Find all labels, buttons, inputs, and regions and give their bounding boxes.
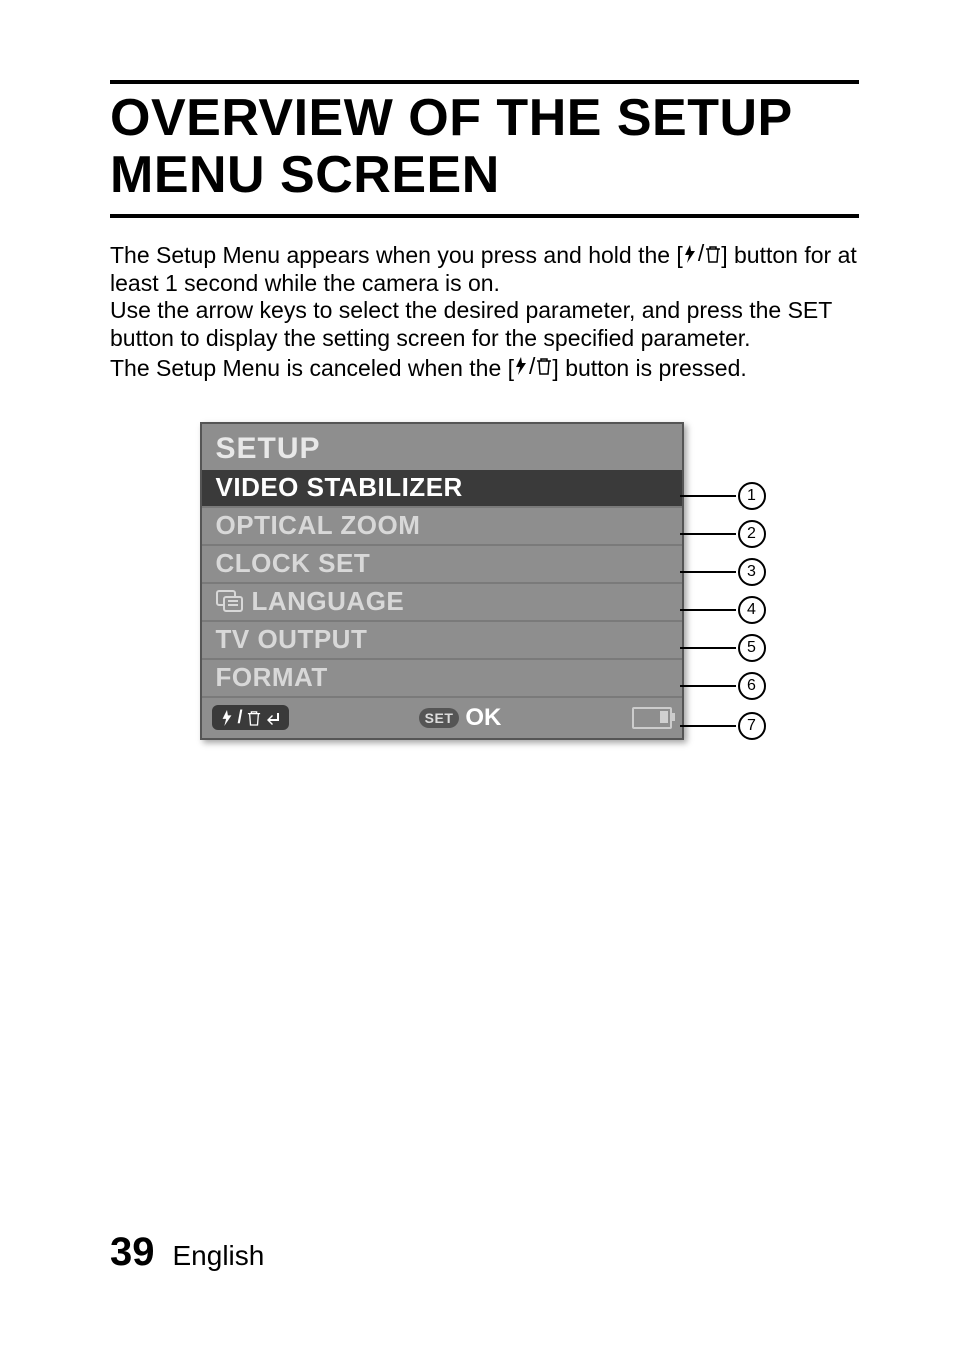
paragraph-2: Use the arrow keys to select the desired… bbox=[110, 297, 859, 352]
menu-item-label: TV OUTPUT bbox=[216, 624, 368, 655]
p3b: ] button is pressed. bbox=[552, 354, 746, 380]
callout-num: 7 bbox=[738, 712, 766, 740]
callout-5: 5 bbox=[680, 634, 766, 662]
callout-num: 2 bbox=[738, 520, 766, 548]
footer-back-badge[interactable]: / bbox=[212, 705, 289, 730]
menu-item-label: VIDEO STABILIZER bbox=[216, 472, 463, 503]
flash-icon bbox=[220, 710, 234, 726]
page-title: OVERVIEW OF THE SETUP MENU SCREEN bbox=[110, 90, 859, 204]
callout-1: 1 bbox=[680, 482, 766, 510]
flash-trash-icon-2: / bbox=[514, 353, 552, 381]
page-footer: 39 English bbox=[110, 1230, 264, 1275]
menu-item-label: OPTICAL ZOOM bbox=[216, 510, 421, 541]
top-rule bbox=[110, 80, 859, 84]
callout-num: 1 bbox=[738, 482, 766, 510]
callout-3: 3 bbox=[680, 558, 766, 586]
footer-set-ok[interactable]: SET OK bbox=[419, 704, 502, 732]
menu-item-clock-set[interactable]: CLOCK SET bbox=[202, 546, 682, 584]
ok-label: OK bbox=[465, 704, 501, 732]
language-icon bbox=[216, 590, 244, 614]
callout-num: 5 bbox=[738, 634, 766, 662]
callout-6: 6 bbox=[680, 672, 766, 700]
lcd-panel: SETUP VIDEO STABILIZER OPTICAL ZOOM CLOC… bbox=[200, 422, 684, 740]
flash-trash-icon: / bbox=[683, 240, 721, 268]
menu-item-optical-zoom[interactable]: OPTICAL ZOOM bbox=[202, 508, 682, 546]
callout-2: 2 bbox=[680, 520, 766, 548]
lcd-header: SETUP bbox=[202, 424, 682, 470]
menu-item-label: CLOCK SET bbox=[216, 548, 371, 579]
lcd-screenshot-wrap: SETUP VIDEO STABILIZER OPTICAL ZOOM CLOC… bbox=[200, 422, 770, 740]
menu-item-tv-output[interactable]: TV OUTPUT bbox=[202, 622, 682, 660]
trash-icon bbox=[247, 710, 261, 726]
slash: / bbox=[238, 707, 243, 728]
callout-7: 7 bbox=[680, 712, 766, 740]
menu-item-format[interactable]: FORMAT bbox=[202, 660, 682, 698]
callout-num: 6 bbox=[738, 672, 766, 700]
paragraph-3: The Setup Menu is canceled when the [/] … bbox=[110, 353, 859, 382]
menu-item-label: FORMAT bbox=[216, 662, 328, 693]
setup-menu-list: VIDEO STABILIZER OPTICAL ZOOM CLOCK SET bbox=[202, 470, 682, 698]
lcd-footer: / SET OK bbox=[202, 698, 682, 738]
menu-item-label: LANGUAGE bbox=[252, 586, 405, 617]
callout-num: 4 bbox=[738, 596, 766, 624]
p1a: The Setup Menu appears when you press an… bbox=[110, 242, 683, 268]
battery-icon bbox=[632, 707, 672, 729]
page-number: 39 bbox=[110, 1230, 155, 1275]
menu-item-video-stabilizer[interactable]: VIDEO STABILIZER bbox=[202, 470, 682, 508]
bottom-rule bbox=[110, 214, 859, 218]
paragraph-1: The Setup Menu appears when you press an… bbox=[110, 240, 859, 297]
callout-num: 3 bbox=[738, 558, 766, 586]
callout-4: 4 bbox=[680, 596, 766, 624]
return-icon bbox=[265, 710, 281, 726]
menu-item-language[interactable]: LANGUAGE bbox=[202, 584, 682, 622]
page-language: English bbox=[173, 1240, 265, 1272]
body-text: The Setup Menu appears when you press an… bbox=[110, 240, 859, 382]
set-pill: SET bbox=[419, 708, 460, 728]
p3a: The Setup Menu is canceled when the [ bbox=[110, 354, 514, 380]
